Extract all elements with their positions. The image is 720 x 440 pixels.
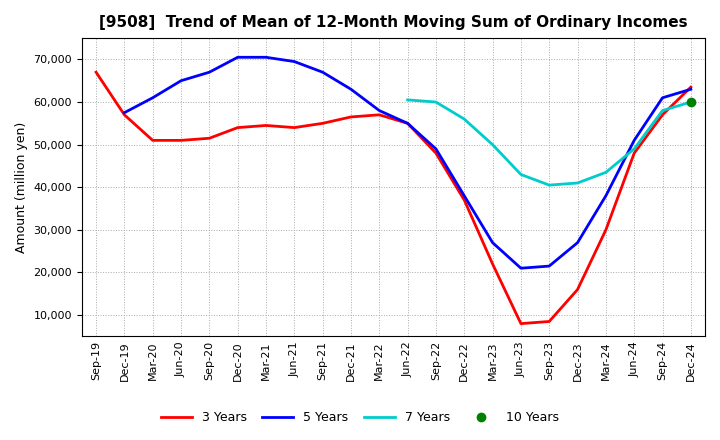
Line: 7 Years: 7 Years bbox=[408, 100, 690, 185]
7 Years bbox=[545, 183, 554, 188]
7 Years bbox=[460, 117, 469, 122]
7 Years bbox=[488, 142, 497, 147]
3 Years bbox=[261, 123, 270, 128]
3 Years bbox=[375, 112, 384, 117]
5 Years bbox=[573, 240, 582, 245]
Legend: 3 Years, 5 Years, 7 Years, 10 Years: 3 Years, 5 Years, 7 Years, 10 Years bbox=[156, 407, 564, 429]
3 Years bbox=[91, 70, 100, 75]
7 Years bbox=[431, 99, 440, 105]
Y-axis label: Amount (million yen): Amount (million yen) bbox=[15, 121, 28, 253]
Line: 3 Years: 3 Years bbox=[96, 72, 690, 323]
7 Years bbox=[516, 172, 525, 177]
3 Years bbox=[318, 121, 327, 126]
3 Years bbox=[658, 112, 667, 117]
5 Years bbox=[630, 138, 639, 143]
5 Years bbox=[318, 70, 327, 75]
3 Years bbox=[346, 114, 355, 120]
5 Years bbox=[375, 108, 384, 113]
5 Years bbox=[346, 87, 355, 92]
7 Years bbox=[403, 97, 412, 103]
3 Years bbox=[290, 125, 299, 130]
5 Years bbox=[431, 146, 440, 151]
3 Years bbox=[205, 136, 214, 141]
5 Years bbox=[686, 87, 695, 92]
3 Years bbox=[120, 112, 129, 117]
5 Years bbox=[403, 121, 412, 126]
5 Years bbox=[601, 193, 610, 198]
5 Years bbox=[148, 95, 157, 100]
3 Years bbox=[403, 121, 412, 126]
5 Years bbox=[460, 193, 469, 198]
7 Years bbox=[601, 170, 610, 175]
3 Years bbox=[601, 227, 610, 232]
3 Years bbox=[573, 287, 582, 292]
5 Years bbox=[120, 110, 129, 115]
5 Years bbox=[261, 55, 270, 60]
3 Years bbox=[516, 321, 525, 326]
5 Years bbox=[233, 55, 242, 60]
3 Years bbox=[148, 138, 157, 143]
5 Years bbox=[545, 264, 554, 269]
3 Years bbox=[630, 150, 639, 156]
Line: 5 Years: 5 Years bbox=[125, 57, 690, 268]
7 Years bbox=[573, 180, 582, 186]
5 Years bbox=[658, 95, 667, 100]
Title: [9508]  Trend of Mean of 12-Month Moving Sum of Ordinary Incomes: [9508] Trend of Mean of 12-Month Moving … bbox=[99, 15, 688, 30]
3 Years bbox=[545, 319, 554, 324]
5 Years bbox=[290, 59, 299, 64]
3 Years bbox=[431, 150, 440, 156]
3 Years bbox=[233, 125, 242, 130]
3 Years bbox=[176, 138, 185, 143]
3 Years bbox=[460, 198, 469, 203]
5 Years bbox=[488, 240, 497, 245]
3 Years bbox=[686, 84, 695, 90]
3 Years bbox=[488, 261, 497, 267]
5 Years bbox=[516, 266, 525, 271]
7 Years bbox=[658, 108, 667, 113]
7 Years bbox=[630, 146, 639, 151]
7 Years bbox=[686, 99, 695, 105]
5 Years bbox=[176, 78, 185, 83]
5 Years bbox=[205, 70, 214, 75]
